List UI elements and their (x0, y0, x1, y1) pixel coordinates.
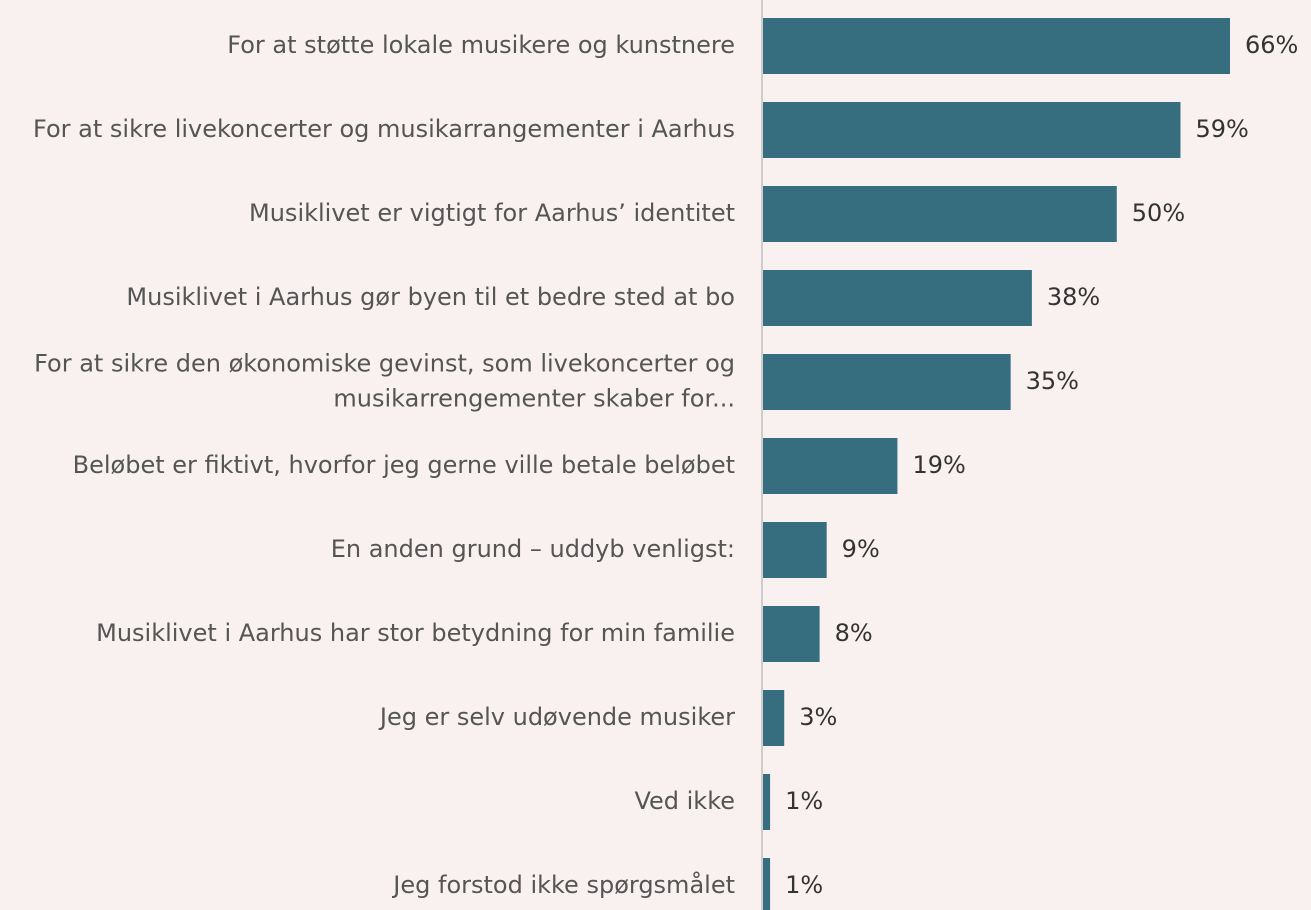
bar (763, 270, 1032, 326)
value-label: 9% (842, 535, 880, 563)
bar (763, 354, 1011, 410)
category-label: Beløbet er fiktivt, hvorfor jeg gerne vi… (73, 451, 735, 479)
value-label: 59% (1195, 115, 1248, 143)
value-label: 35% (1026, 367, 1079, 395)
value-label: 3% (799, 703, 837, 731)
bar (763, 858, 771, 910)
category-label: Ved ikke (634, 787, 735, 815)
value-label: 50% (1132, 199, 1185, 227)
category-label: Musiklivet i Aarhus har stor betydning f… (96, 619, 735, 647)
category-label: Jeg er selv udøvende musiker (378, 703, 735, 731)
value-label: 19% (912, 451, 965, 479)
bar (763, 102, 1181, 158)
value-label: 1% (785, 787, 823, 815)
value-label: 8% (835, 619, 873, 647)
category-label: For at sikre den økonomiske gevinst, som… (34, 350, 735, 413)
bar (763, 690, 785, 746)
value-label: 1% (785, 871, 823, 899)
bar (763, 186, 1117, 242)
bar (763, 774, 771, 830)
category-label: Musiklivet i Aarhus gør byen til et bedr… (126, 283, 735, 311)
bar (763, 606, 820, 662)
category-label: En anden grund – uddyb venligst: (331, 535, 735, 563)
category-label: Jeg forstod ikke spørgsmålet (391, 870, 735, 899)
bar (763, 522, 827, 578)
value-label: 38% (1047, 283, 1100, 311)
category-label: For at støtte lokale musikere og kunstne… (227, 31, 735, 59)
bar (763, 438, 898, 494)
value-label: 66% (1245, 31, 1298, 59)
category-label: For at sikre livekoncerter og musikarran… (33, 115, 735, 143)
category-label: Musiklivet er vigtigt for Aarhus’ identi… (249, 199, 735, 227)
bar (763, 18, 1230, 74)
